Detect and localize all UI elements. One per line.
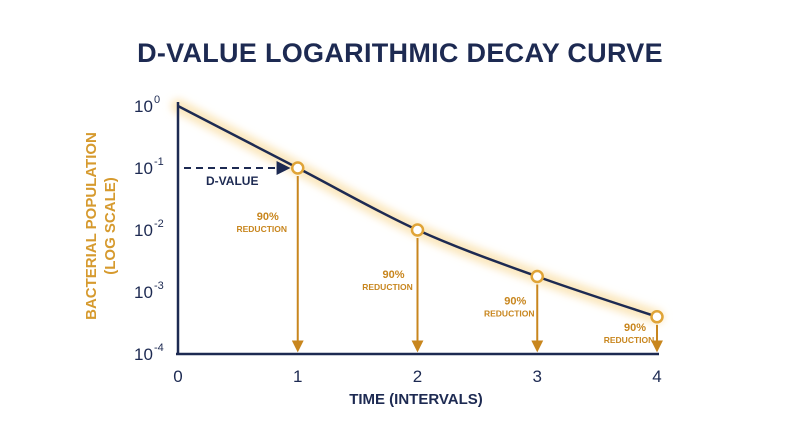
reduction-text-4: REDUCTION: [604, 335, 655, 345]
y-tick-exponent: -2: [154, 218, 164, 230]
y-axis-label-line2: (LOG SCALE): [102, 177, 119, 275]
reduction-percent-1: 90%: [257, 211, 279, 223]
data-point-4: [650, 310, 664, 324]
reduction-percent-3: 90%: [504, 296, 526, 308]
x-tick-label: 3: [533, 367, 542, 386]
y-tick-base: 10: [134, 221, 153, 240]
y-tick-label: 10 -4: [134, 342, 164, 364]
y-tick-exponent: 0: [154, 94, 160, 106]
y-tick-label: 10 -1: [134, 156, 164, 178]
data-point-3: [530, 269, 544, 284]
reduction-text-3: REDUCTION: [484, 309, 535, 319]
y-tick-base: 10: [134, 97, 153, 116]
x-tick-label: 0: [173, 367, 182, 386]
y-tick-exponent: -3: [154, 280, 164, 292]
reduction-percent-2: 90%: [382, 269, 404, 281]
y-axis-label: BACTERIAL POPULATION (LOG SCALE): [83, 132, 119, 320]
d-value-label: D-VALUE: [206, 174, 258, 188]
reduction-percent-4: 90%: [624, 322, 646, 334]
d-value-indicator: D-VALUE: [184, 161, 291, 188]
data-point-1: [291, 161, 305, 175]
x-tick-label: 2: [413, 367, 422, 386]
y-tick-label: 10 -3: [134, 280, 164, 302]
x-tick-label: 1: [293, 367, 302, 386]
reduction-text-2: REDUCTION: [362, 282, 413, 292]
y-tick-label: 10 -2: [134, 218, 164, 240]
y-tick-base: 10: [134, 345, 153, 364]
reduction-text-1: REDUCTION: [236, 224, 287, 234]
y-axis-label-line1: BACTERIAL POPULATION: [83, 132, 100, 320]
data-markers: [291, 161, 664, 324]
y-tick-base: 10: [134, 159, 153, 178]
x-axis-label: TIME (INTERVALS): [349, 391, 483, 408]
reduction-annotations: 90%REDUCTION90%REDUCTION90%REDUCTION90%R…: [236, 176, 663, 353]
chart-title: D-VALUE LOGARITHMIC DECAY CURVE: [137, 38, 663, 68]
data-point-2: [410, 223, 425, 237]
y-tick-base: 10: [134, 283, 153, 302]
y-tick-exponent: -4: [154, 342, 164, 354]
x-tick-label: 4: [652, 367, 661, 386]
axes: [176, 102, 659, 356]
y-tick-exponent: -1: [154, 156, 164, 168]
y-tick-label: 10 0: [134, 94, 160, 116]
